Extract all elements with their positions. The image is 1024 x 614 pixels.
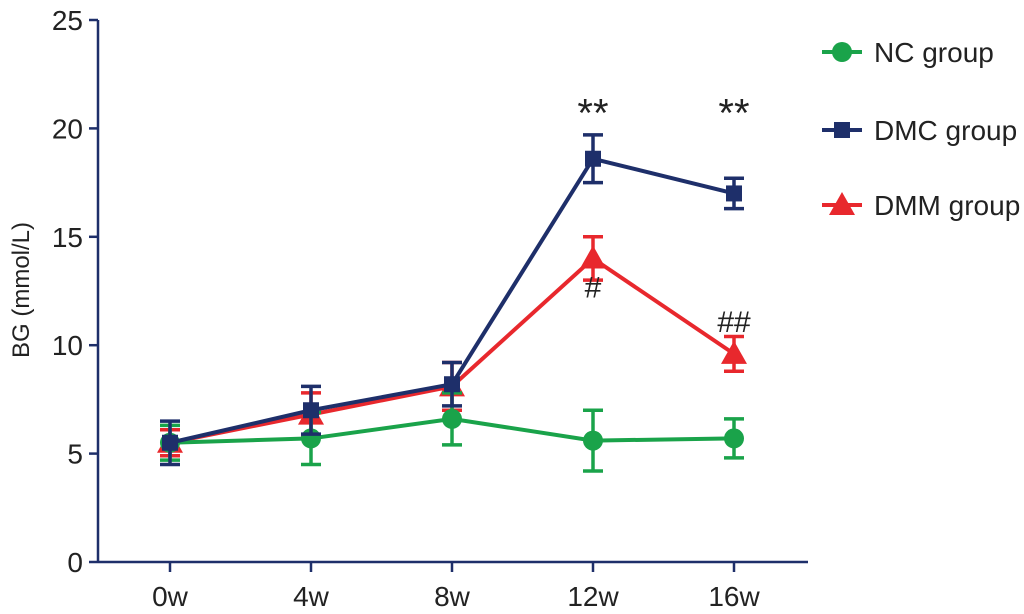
legend-label: DMM group <box>874 190 1020 221</box>
data-point <box>444 376 460 393</box>
data-point <box>585 150 601 167</box>
x-tick-label: 0w <box>152 581 189 612</box>
data-point <box>721 340 747 364</box>
data-point <box>583 430 603 451</box>
legend-entry: DMM group <box>822 190 1020 221</box>
legend-label: NC group <box>874 37 994 68</box>
y-tick-label: 25 <box>52 5 83 36</box>
legend-entry: NC group <box>822 37 994 68</box>
data-point <box>724 428 744 449</box>
x-tick-label: 4w <box>293 581 330 612</box>
legend-marker <box>834 122 850 138</box>
legend-entry: DMC group <box>822 115 1017 146</box>
data-point <box>303 402 319 419</box>
y-tick-label: 20 <box>52 113 83 144</box>
x-tick-label: 8w <box>434 581 471 612</box>
data-point <box>580 245 606 269</box>
legend-label: DMC group <box>874 115 1017 146</box>
data-point <box>442 408 462 429</box>
legend-marker <box>829 192 855 215</box>
axes <box>96 20 808 564</box>
significance-hash: # <box>585 272 602 305</box>
x-axis-ticks: 0w 4w 8w 12w 16w <box>152 562 760 612</box>
significance-annotations: ** **### <box>577 92 751 339</box>
y-axis-ticks: 0 5 10 15 20 25 <box>52 5 98 578</box>
significance-stars: ** <box>718 92 749 136</box>
series-dmc-group <box>160 133 744 467</box>
x-tick-label: 16w <box>708 581 760 612</box>
series-layer <box>157 133 747 473</box>
y-tick-label: 10 <box>52 330 83 361</box>
data-point <box>162 434 178 451</box>
significance-hash: ## <box>717 306 751 339</box>
y-tick-label: 5 <box>67 439 83 470</box>
y-tick-label: 15 <box>52 222 83 253</box>
y-tick-label: 0 <box>67 547 83 578</box>
y-axis-label: BG (mmol/L) <box>8 222 35 358</box>
legend: NC group DMC group DMM group <box>822 37 1020 221</box>
significance-stars: ** <box>577 92 608 136</box>
data-point <box>726 185 742 202</box>
legend-marker <box>832 42 852 62</box>
x-tick-label: 12w <box>567 581 619 612</box>
